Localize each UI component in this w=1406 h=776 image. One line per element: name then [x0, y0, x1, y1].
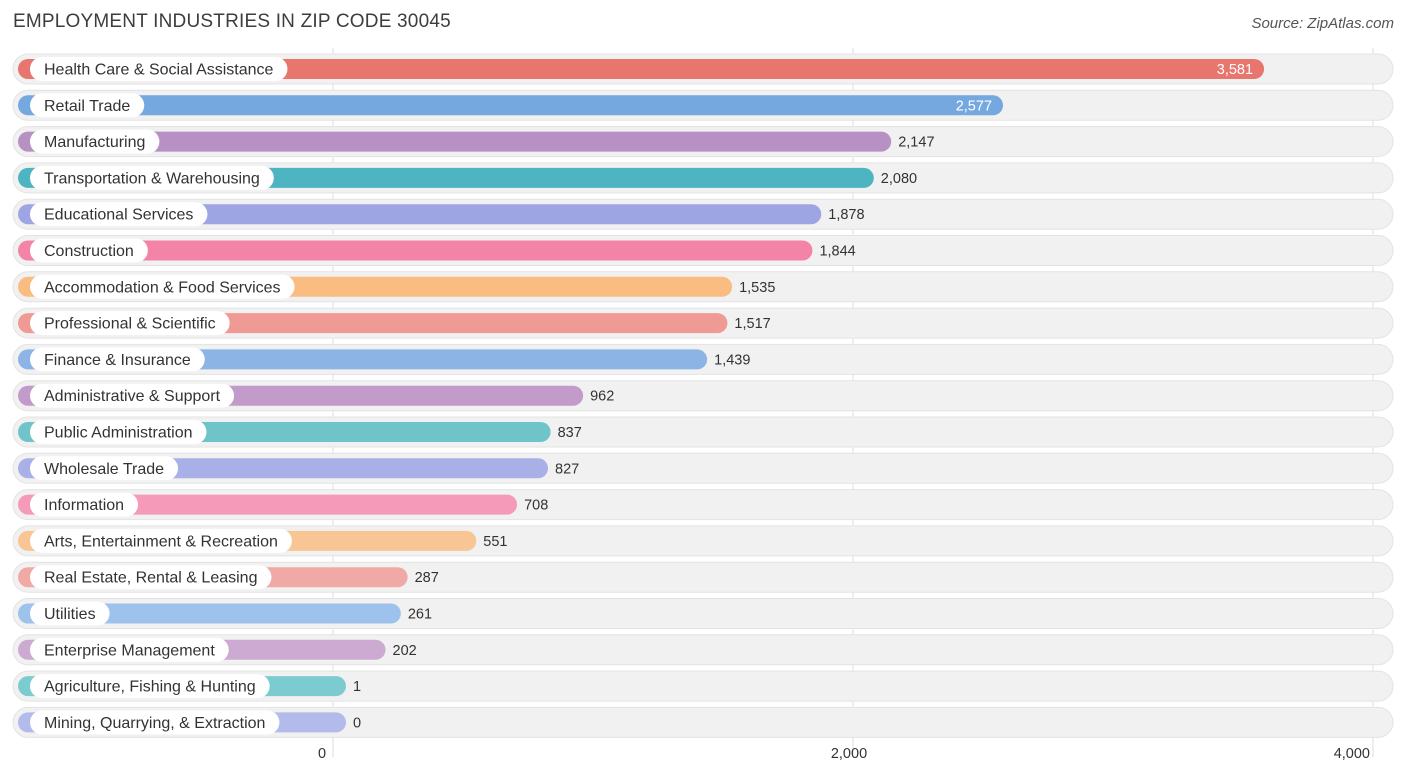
value-label: 2,080 [881, 171, 917, 187]
value-label: 962 [590, 389, 614, 405]
bar-row: Enterprise Management 202 [12, 634, 1394, 666]
bar-row: Construction 1,844 [12, 235, 1394, 266]
category-label: Health Care & Social Assistance [44, 62, 274, 79]
bar [18, 131, 892, 152]
bar [18, 603, 401, 624]
value-label: 1,517 [734, 316, 770, 332]
category-label-pill [30, 456, 179, 481]
value-label: 827 [555, 461, 579, 477]
bar-row: Wholesale Trade 827 [12, 452, 1394, 484]
value-label: 261 [408, 607, 432, 623]
value-label: 1 [353, 679, 361, 695]
category-label-pill [30, 528, 292, 553]
category-label-pill [30, 311, 230, 336]
value-label: 1,535 [739, 280, 775, 296]
category-label: Enterprise Management [44, 642, 215, 659]
category-label-pill [30, 601, 110, 626]
category-label-pill [30, 674, 270, 699]
bar-row: Utilities 261 [12, 598, 1394, 629]
bar-row: Agriculture, Fishing & Hunting 1 [12, 670, 1394, 702]
category-label-pill [30, 492, 139, 517]
bar-row: Educational Services 1,878 [12, 198, 1394, 230]
bar-row: Mining, Quarrying, & Extraction 0 [12, 706, 1394, 738]
category-label-pill [30, 238, 148, 263]
category-label-pill [30, 637, 229, 662]
value-label: 1,878 [828, 207, 864, 223]
category-label: Real Estate, Rental & Leasing [44, 570, 257, 587]
category-label: Retail Trade [44, 98, 130, 115]
category-label: Public Administration [44, 425, 193, 442]
bar-row: Retail Trade 2,577 [12, 89, 1394, 121]
category-label: Finance & Insurance [44, 352, 191, 369]
category-label: Manufacturing [44, 134, 145, 151]
bar-row: Administrative & Support 962 [12, 380, 1394, 412]
category-label: Administrative & Support [44, 388, 221, 405]
bar-row: Finance & Insurance 1,439 [12, 343, 1394, 375]
bar-row: Manufacturing 2,147 [12, 126, 1394, 158]
value-label: 2,147 [898, 135, 934, 151]
value-label: 3,581 [1217, 62, 1253, 78]
value-label: 551 [483, 534, 507, 550]
category-label: Transportation & Warehousing [44, 170, 260, 187]
category-label-pill [30, 420, 207, 444]
value-label: 837 [558, 425, 582, 441]
value-label: 287 [415, 570, 439, 586]
bar [18, 494, 518, 515]
bar-row: Information 708 [12, 489, 1394, 521]
category-label: Utilities [44, 606, 96, 623]
category-label: Educational Services [44, 207, 193, 224]
category-label-pill [30, 383, 235, 408]
category-label: Wholesale Trade [44, 461, 164, 478]
category-label: Mining, Quarrying, & Extraction [44, 715, 265, 732]
x-tick-label: 0 [318, 746, 326, 762]
bar-row: Public Administration 837 [12, 416, 1394, 448]
category-label-pill [30, 710, 280, 735]
value-label: 0 [353, 715, 361, 731]
category-label-pill [30, 274, 295, 299]
bar-row: Arts, Entertainment & Recreation 551 [12, 525, 1394, 557]
bar-row: Health Care & Social Assistance 3,581 [12, 53, 1394, 85]
category-label-pill [30, 57, 288, 81]
value-label: 1,439 [714, 352, 750, 368]
bar-row: Professional & Scientific 1,517 [12, 307, 1394, 339]
bar [18, 59, 1265, 79]
category-label: Accommodation & Food Services [44, 279, 281, 296]
bar [18, 95, 1004, 116]
bar-row: Real Estate, Rental & Leasing 287 [12, 561, 1394, 593]
bar [18, 204, 822, 225]
category-label-pill [30, 129, 160, 154]
value-label: 2,577 [956, 98, 992, 114]
bar-row: Transportation & Warehousing 2,080 [12, 162, 1394, 194]
category-label: Information [44, 497, 124, 514]
row-track [12, 706, 1394, 738]
row-track [12, 670, 1394, 702]
category-label-pill [30, 565, 272, 590]
category-label-pill [30, 165, 274, 190]
bar [18, 240, 813, 261]
value-label: 1,844 [819, 244, 855, 260]
category-label-pill [30, 93, 145, 118]
x-tick-label: 4,000 [1334, 746, 1370, 762]
value-label: 202 [393, 643, 417, 659]
category-label: Arts, Entertainment & Recreation [44, 533, 278, 550]
category-label: Agriculture, Fishing & Hunting [44, 679, 256, 696]
source-credit: Source: ZipAtlas.com [1251, 15, 1394, 32]
category-label-pill [30, 202, 208, 227]
x-tick-label: 2,000 [831, 746, 867, 762]
value-label: 708 [524, 498, 548, 514]
bar-row: Accommodation & Food Services 1,535 [12, 271, 1394, 303]
chart-title: EMPLOYMENT INDUSTRIES IN ZIP CODE 30045 [13, 11, 451, 32]
category-label: Construction [44, 243, 134, 260]
category-label-pill [30, 347, 205, 372]
category-label: Professional & Scientific [44, 316, 216, 333]
